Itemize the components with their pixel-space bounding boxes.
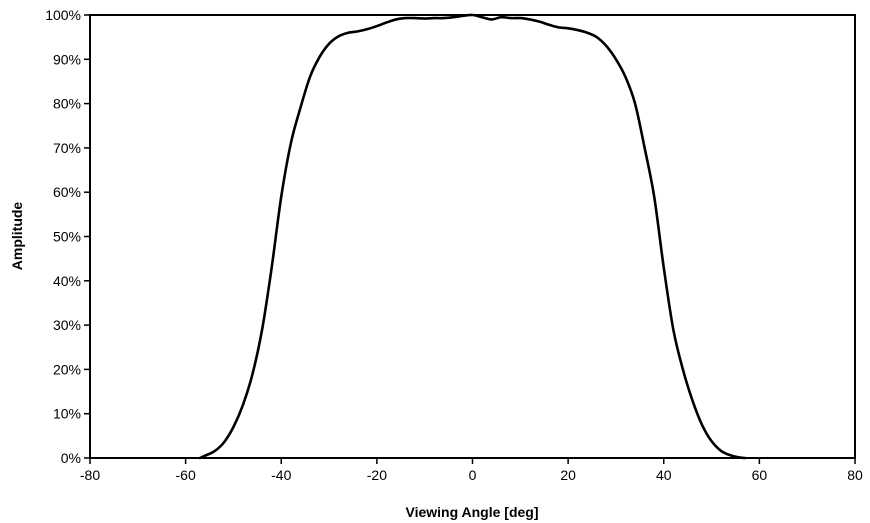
x-tick-label: -80 — [80, 467, 100, 483]
x-tick-label: 60 — [752, 467, 768, 483]
y-tick-label: 10% — [53, 406, 81, 422]
plot-area — [89, 14, 856, 459]
y-tick-label: 20% — [53, 361, 81, 377]
x-tick-label: -60 — [176, 467, 196, 483]
x-tick-label: 80 — [847, 467, 863, 483]
x-tick-label: -20 — [367, 467, 387, 483]
amplitude-curve — [198, 13, 747, 460]
x-tick-label: 20 — [560, 467, 576, 483]
x-axis-title: Viewing Angle [deg] — [405, 504, 538, 520]
y-tick-label: 60% — [53, 184, 81, 200]
x-tick-label: 0 — [469, 467, 477, 483]
y-axis-title: Amplitude — [9, 202, 25, 271]
x-axis-ticks: -80 -60 -40 -20 0 20 40 60 80 — [80, 458, 863, 483]
y-tick-label: 90% — [53, 51, 81, 67]
y-tick-label: 30% — [53, 317, 81, 333]
y-tick-label: 70% — [53, 140, 81, 156]
y-tick-label: 0% — [61, 450, 81, 466]
y-tick-label: 100% — [45, 7, 81, 23]
y-tick-label: 50% — [53, 229, 81, 245]
x-tick-label: 40 — [656, 467, 672, 483]
x-tick-label: -40 — [271, 467, 291, 483]
y-tick-label: 80% — [53, 96, 81, 112]
y-tick-label: 40% — [53, 273, 81, 289]
y-axis-ticks: 0% 10% 20% 30% 40% 50% 60% 70% 80% 90% 100% — [45, 7, 90, 466]
